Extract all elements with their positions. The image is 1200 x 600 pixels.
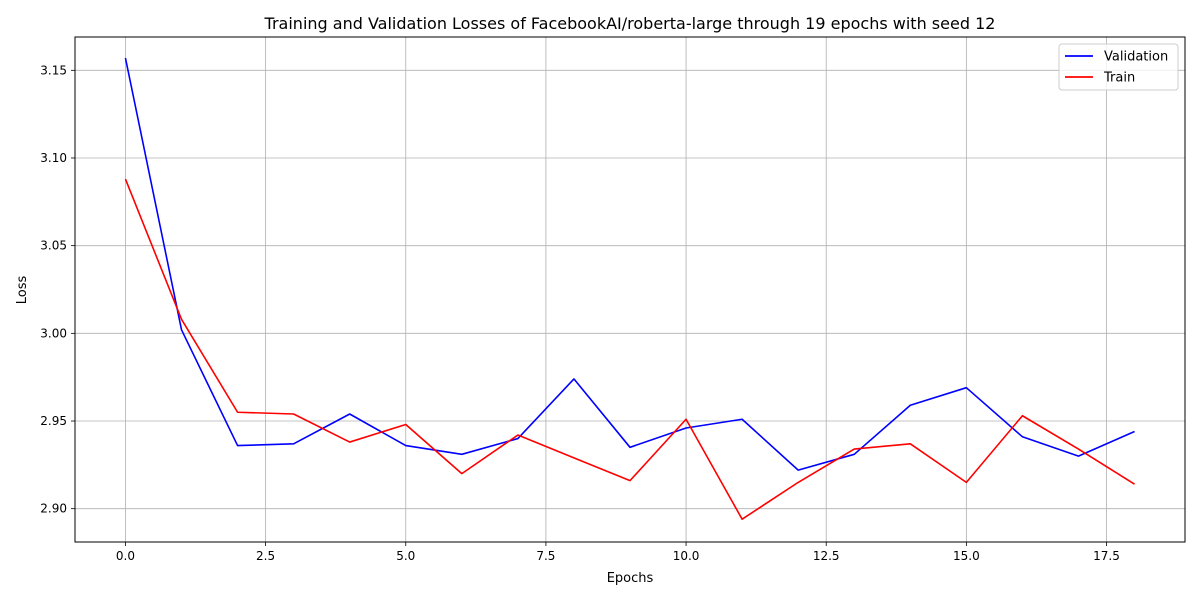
x-tick-label: 2.5 [256, 549, 275, 563]
x-axis-label: Epochs [607, 571, 654, 586]
y-tick-label: 3.10 [40, 151, 67, 165]
y-tick-label: 2.95 [40, 414, 67, 428]
x-tick-label: 12.5 [813, 549, 840, 563]
legend-label-train: Train [1103, 71, 1135, 86]
x-tick-label: 10.0 [673, 549, 700, 563]
x-tick-label: 17.5 [1093, 549, 1120, 563]
x-tick-label: 15.0 [953, 549, 980, 563]
legend: Validation Train [1058, 43, 1179, 91]
chart-title: Training and Validation Losses of Facebo… [264, 14, 996, 33]
y-tick-label: 3.05 [40, 239, 67, 253]
grid [75, 37, 1185, 542]
series-line-validation [124, 57, 1135, 471]
y-axis-label: Loss [15, 276, 30, 305]
y-tick-label: 3.00 [40, 326, 67, 340]
y-tick-label: 2.90 [40, 502, 67, 516]
plot-area-frame [74, 36, 1186, 543]
series-line-train [124, 178, 1135, 521]
legend-label-validation: Validation [1104, 50, 1168, 65]
series-lines [124, 57, 1135, 521]
x-tick-label: 7.5 [536, 549, 555, 563]
y-tick-label: 3.15 [40, 63, 67, 77]
axis-ticks: 0.0 2.5 5.0 7.5 10.0 12.5 15.0 17.5 2.90 2.95 3.00… [40, 63, 1120, 563]
x-tick-label: 5.0 [396, 549, 415, 563]
x-tick-label: 0.0 [116, 549, 135, 563]
